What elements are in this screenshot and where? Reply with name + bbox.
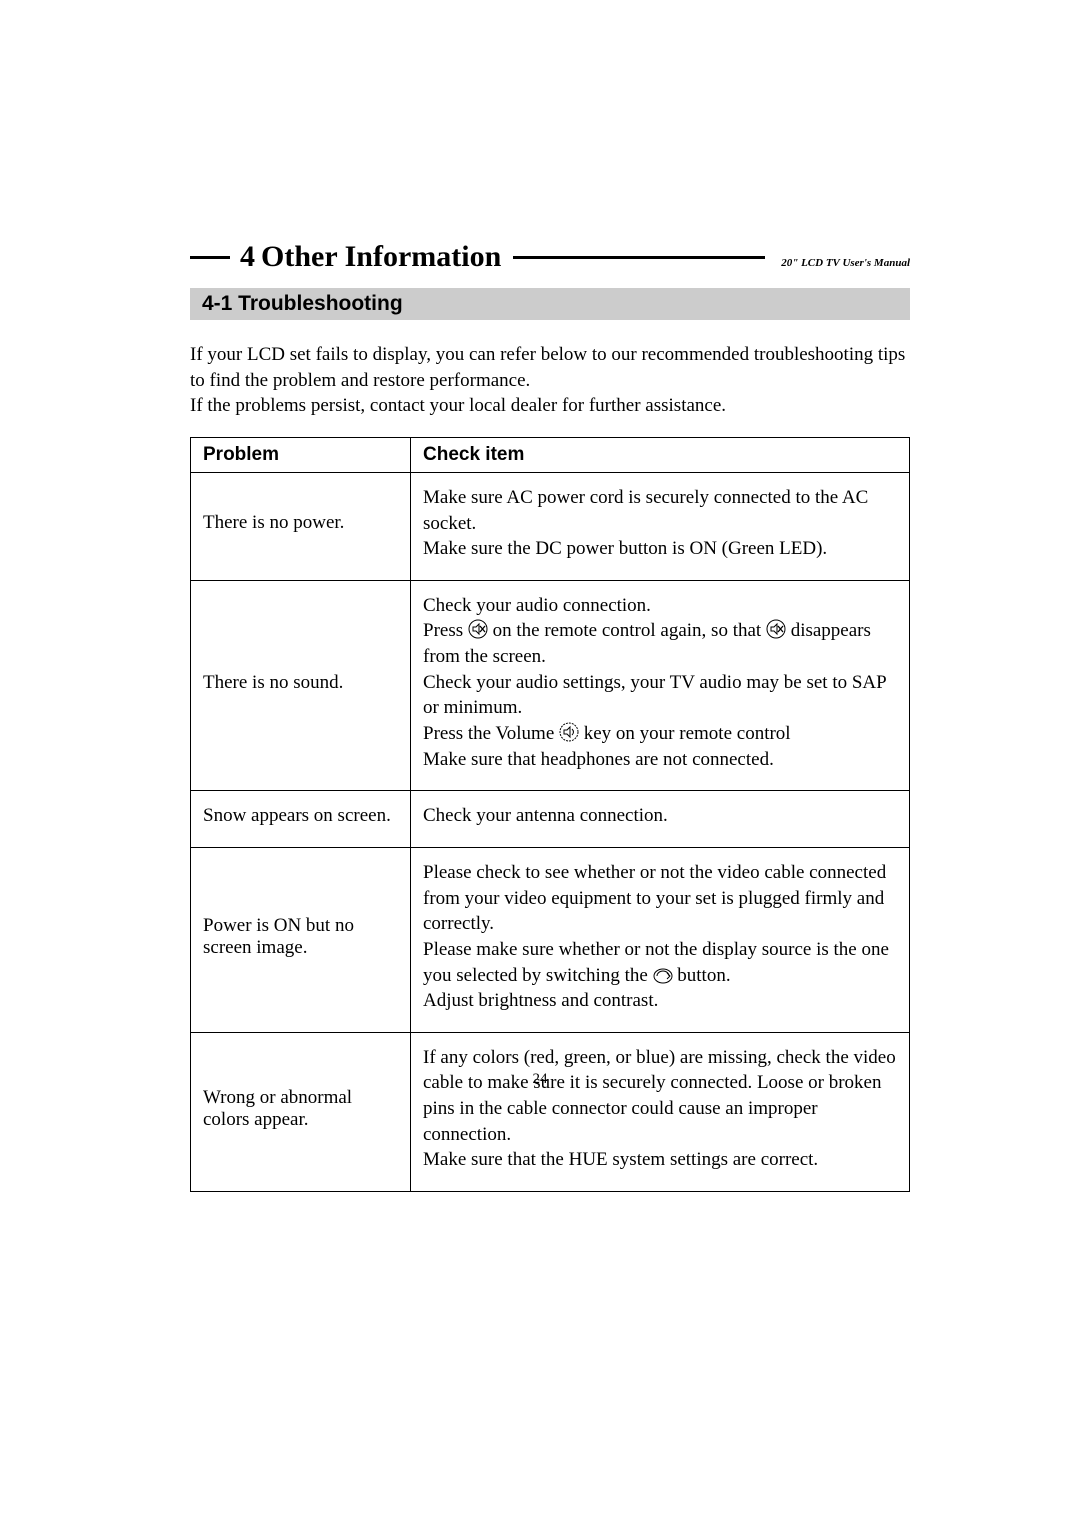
volume-icon	[559, 722, 579, 742]
check-line: Check your antenna connection.	[423, 803, 897, 829]
table-row: Wrong or abnormal colors appear. If any …	[191, 1032, 910, 1191]
intro-line-1: If your LCD set fails to display, you ca…	[190, 344, 905, 391]
problem-cell: There is no power.	[191, 472, 411, 580]
check-line: Make sure AC power cord is securely conn…	[423, 485, 897, 536]
text-fragment: Press the Volume	[423, 723, 559, 744]
table-row: Snow appears on screen. Check your anten…	[191, 791, 910, 848]
col-header-problem: Problem	[191, 437, 411, 472]
problem-cell: Wrong or abnormal colors appear.	[191, 1032, 411, 1191]
check-line: If any colors (red, green, or blue) are …	[423, 1045, 897, 1148]
mute-icon	[766, 619, 786, 639]
rule-left	[190, 256, 230, 259]
manual-page: 4 Other Information 20" LCD TV User's Ma…	[0, 0, 1080, 1528]
table-header-row: Problem Check item	[191, 437, 910, 472]
check-line: Please make sure whether or not the disp…	[423, 937, 897, 988]
check-line: Make sure that headphones are not connec…	[423, 747, 897, 773]
text-fragment: on the remote control again, so that	[493, 620, 766, 641]
check-line: Please check to see whether or not the v…	[423, 860, 897, 937]
check-line: Adjust brightness and contrast.	[423, 988, 897, 1014]
check-line: Make sure that the HUE system settings a…	[423, 1147, 897, 1173]
source-icon	[653, 968, 673, 984]
col-header-check: Check item	[411, 437, 910, 472]
manual-label: 20" LCD TV User's Manual	[781, 257, 910, 269]
chapter-title: Other Information	[261, 240, 501, 274]
table-row: There is no sound. Check your audio conn…	[191, 580, 910, 790]
problem-cell: Power is ON but no screen image.	[191, 847, 411, 1032]
text-fragment: Press	[423, 620, 468, 641]
check-cell: Make sure AC power cord is securely conn…	[411, 472, 910, 580]
intro-text: If your LCD set fails to display, you ca…	[190, 342, 910, 419]
intro-line-2: If the problems persist, contact your lo…	[190, 395, 726, 416]
check-cell: Please check to see whether or not the v…	[411, 847, 910, 1032]
check-line: Make sure the DC power button is ON (Gre…	[423, 536, 897, 562]
page-number: 24	[0, 1071, 1080, 1088]
chapter-header: 4 Other Information 20" LCD TV User's Ma…	[190, 240, 910, 274]
check-cell: Check your audio connection. Press on th…	[411, 580, 910, 790]
section-heading: 4-1 Troubleshooting	[190, 288, 910, 320]
problem-cell: There is no sound.	[191, 580, 411, 790]
check-line: Check your audio connection.	[423, 593, 897, 619]
text-fragment: key on your remote control	[584, 723, 791, 744]
check-line: Press on the remote control again, so th…	[423, 618, 897, 669]
check-cell: If any colors (red, green, or blue) are …	[411, 1032, 910, 1191]
text-fragment: button.	[677, 965, 730, 986]
table-row: There is no power. Make sure AC power co…	[191, 472, 910, 580]
rule-mid	[513, 256, 765, 259]
table-row: Power is ON but no screen image. Please …	[191, 847, 910, 1032]
check-line: Check your audio settings, your TV audio…	[423, 670, 897, 721]
mute-icon	[468, 619, 488, 639]
check-line: Press the Volume key on your remote cont…	[423, 721, 897, 747]
check-cell: Check your antenna connection.	[411, 791, 910, 848]
problem-cell: Snow appears on screen.	[191, 791, 411, 848]
chapter-number: 4	[240, 240, 255, 274]
